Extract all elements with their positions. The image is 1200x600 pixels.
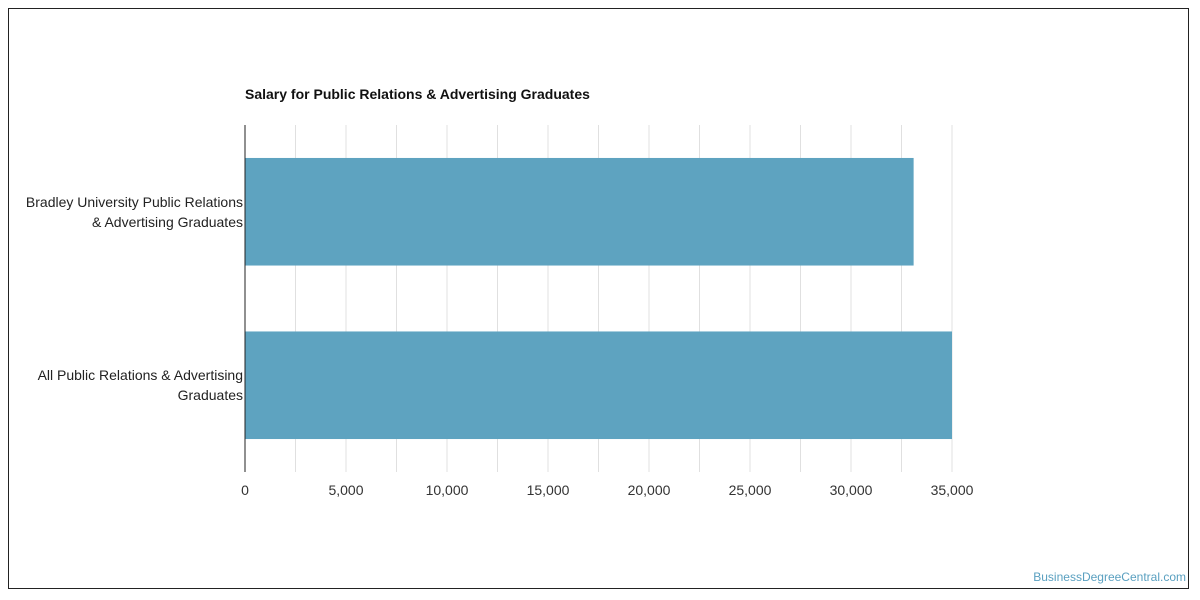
x-tick-label: 20,000 (628, 482, 671, 498)
category-label-line: Bradley University Public Relations (25, 193, 243, 210)
x-tick-label: 25,000 (729, 482, 772, 498)
x-tick-label: 10,000 (426, 482, 469, 498)
bars (245, 157, 952, 440)
x-tick-label: 5,000 (328, 482, 363, 498)
x-tick-label: 35,000 (931, 482, 974, 498)
x-tick-label: 0 (241, 482, 249, 498)
chart-title: Salary for Public Relations & Advertisin… (245, 86, 590, 102)
category-label-1: All Public Relations & Advertising Gradua… (3, 365, 243, 405)
source-watermark[interactable]: BusinessDegreeCentral.com (1033, 570, 1186, 584)
x-tick-label: 15,000 (527, 482, 570, 498)
x-tick-label: 30,000 (830, 482, 873, 498)
category-label-line: & Advertising Graduates (92, 213, 243, 230)
category-label-line: All Public Relations & Advertising (37, 367, 243, 384)
category-label-line: Graduates (177, 387, 243, 404)
bar-1[interactable] (245, 331, 952, 440)
x-tick-labels: 0 5,000 10,000 15,000 20,000 25,000 30,000 35,0… (241, 482, 974, 498)
category-label-0: Bradley University Public Relations & Adv… (3, 192, 243, 232)
bar-0[interactable] (245, 157, 914, 266)
